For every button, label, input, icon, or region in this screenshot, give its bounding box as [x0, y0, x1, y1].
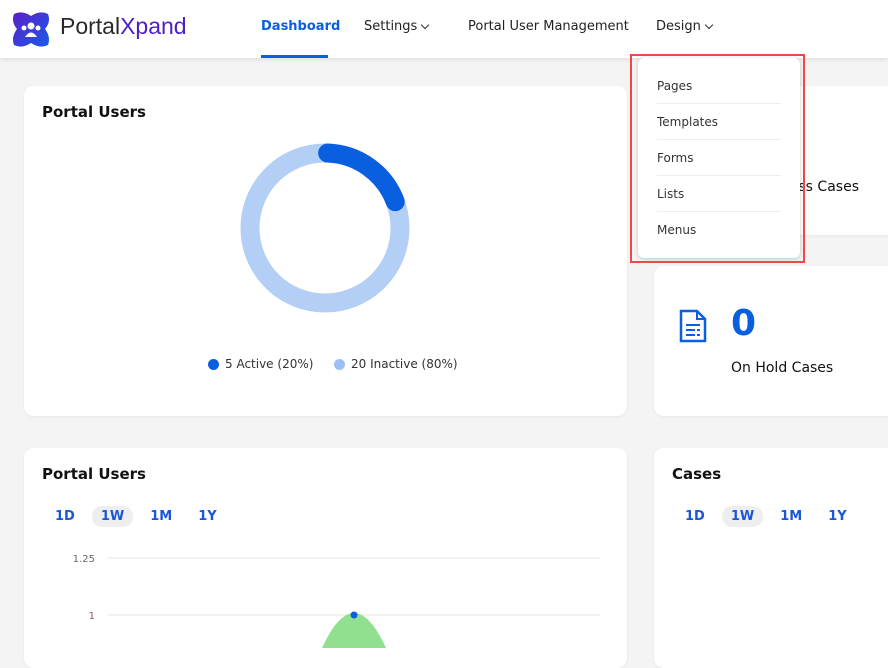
range-1d[interactable]: 1D — [55, 509, 75, 524]
portal-users-chart-card: Portal Users 1D 1W 1M 1Y 1.25 1 — [24, 448, 627, 668]
card-title: Cases — [672, 465, 722, 483]
legend-dot-active — [208, 358, 219, 370]
y-tick-label: 1.25 — [73, 554, 95, 565]
nav-portal-user-management[interactable]: Portal User Management — [468, 19, 629, 34]
active-tab-indicator — [261, 55, 328, 58]
brand-suffix: Xpand — [120, 13, 187, 39]
area-chart: 1.25 1 — [73, 554, 600, 648]
legend-active[interactable]: 5 Active (20%) — [208, 357, 313, 371]
nav-dashboard[interactable]: Dashboard — [261, 19, 341, 34]
y-tick-label: 1 — [89, 611, 95, 622]
range-1w[interactable]: 1W — [91, 506, 134, 527]
cases-chart-card: Cases 1D 1W 1M 1Y — [654, 448, 888, 668]
brand-name: PortalXpand — [60, 13, 187, 40]
legend-active-label: 5 Active (20%) — [225, 357, 314, 371]
portalxpand-logo[interactable] — [10, 8, 52, 50]
card-title: Portal Users — [42, 103, 146, 121]
portal-users-donut-card: Portal Users 5 Active (20%) 20 Inactive … — [24, 86, 627, 416]
design-dropdown-menu: Pages Templates Forms Lists Menus — [638, 58, 800, 258]
on-hold-label: On Hold Cases — [731, 360, 834, 376]
range-selector: 1D 1W 1M 1Y — [676, 506, 856, 527]
legend-dot-inactive — [334, 358, 345, 370]
donut-active-segment[interactable] — [240, 143, 410, 313]
data-point[interactable] — [350, 611, 358, 619]
card-title: Portal Users — [42, 465, 146, 483]
menu-item-pages[interactable]: Pages — [657, 68, 781, 104]
range-1m[interactable]: 1M — [780, 509, 803, 524]
document-icon — [679, 309, 707, 343]
legend-inactive-label: 20 Inactive (80%) — [351, 357, 458, 371]
range-1y[interactable]: 1Y — [198, 509, 217, 524]
on-hold-card: 0 On Hold Cases — [654, 266, 888, 416]
range-1y[interactable]: 1Y — [828, 509, 847, 524]
range-1m[interactable]: 1M — [150, 509, 173, 524]
nav-settings[interactable]: Settings — [364, 19, 430, 34]
brand-prefix: Portal — [60, 13, 121, 39]
range-1d[interactable]: 1D — [685, 509, 705, 524]
donut-chart — [240, 143, 410, 313]
menu-item-menus[interactable]: Menus — [657, 223, 697, 237]
nav-design-label: Design — [656, 19, 701, 34]
chevron-down-icon — [704, 20, 714, 30]
top-nav: PortalXpand Dashboard Settings Portal Us… — [0, 0, 888, 58]
legend-inactive[interactable]: 20 Inactive (80%) — [334, 357, 458, 371]
range-1w[interactable]: 1W — [721, 506, 764, 527]
area-series — [322, 613, 386, 648]
menu-item-templates[interactable]: Templates — [657, 104, 781, 140]
range-selector: 1D 1W 1M 1Y — [46, 506, 226, 527]
nav-settings-label: Settings — [364, 19, 418, 34]
nav-design[interactable]: Design — [656, 19, 714, 34]
on-hold-count: 0 — [731, 303, 757, 344]
menu-item-forms[interactable]: Forms — [657, 140, 781, 176]
menu-item-lists[interactable]: Lists — [657, 176, 781, 212]
chevron-down-icon — [421, 20, 430, 30]
